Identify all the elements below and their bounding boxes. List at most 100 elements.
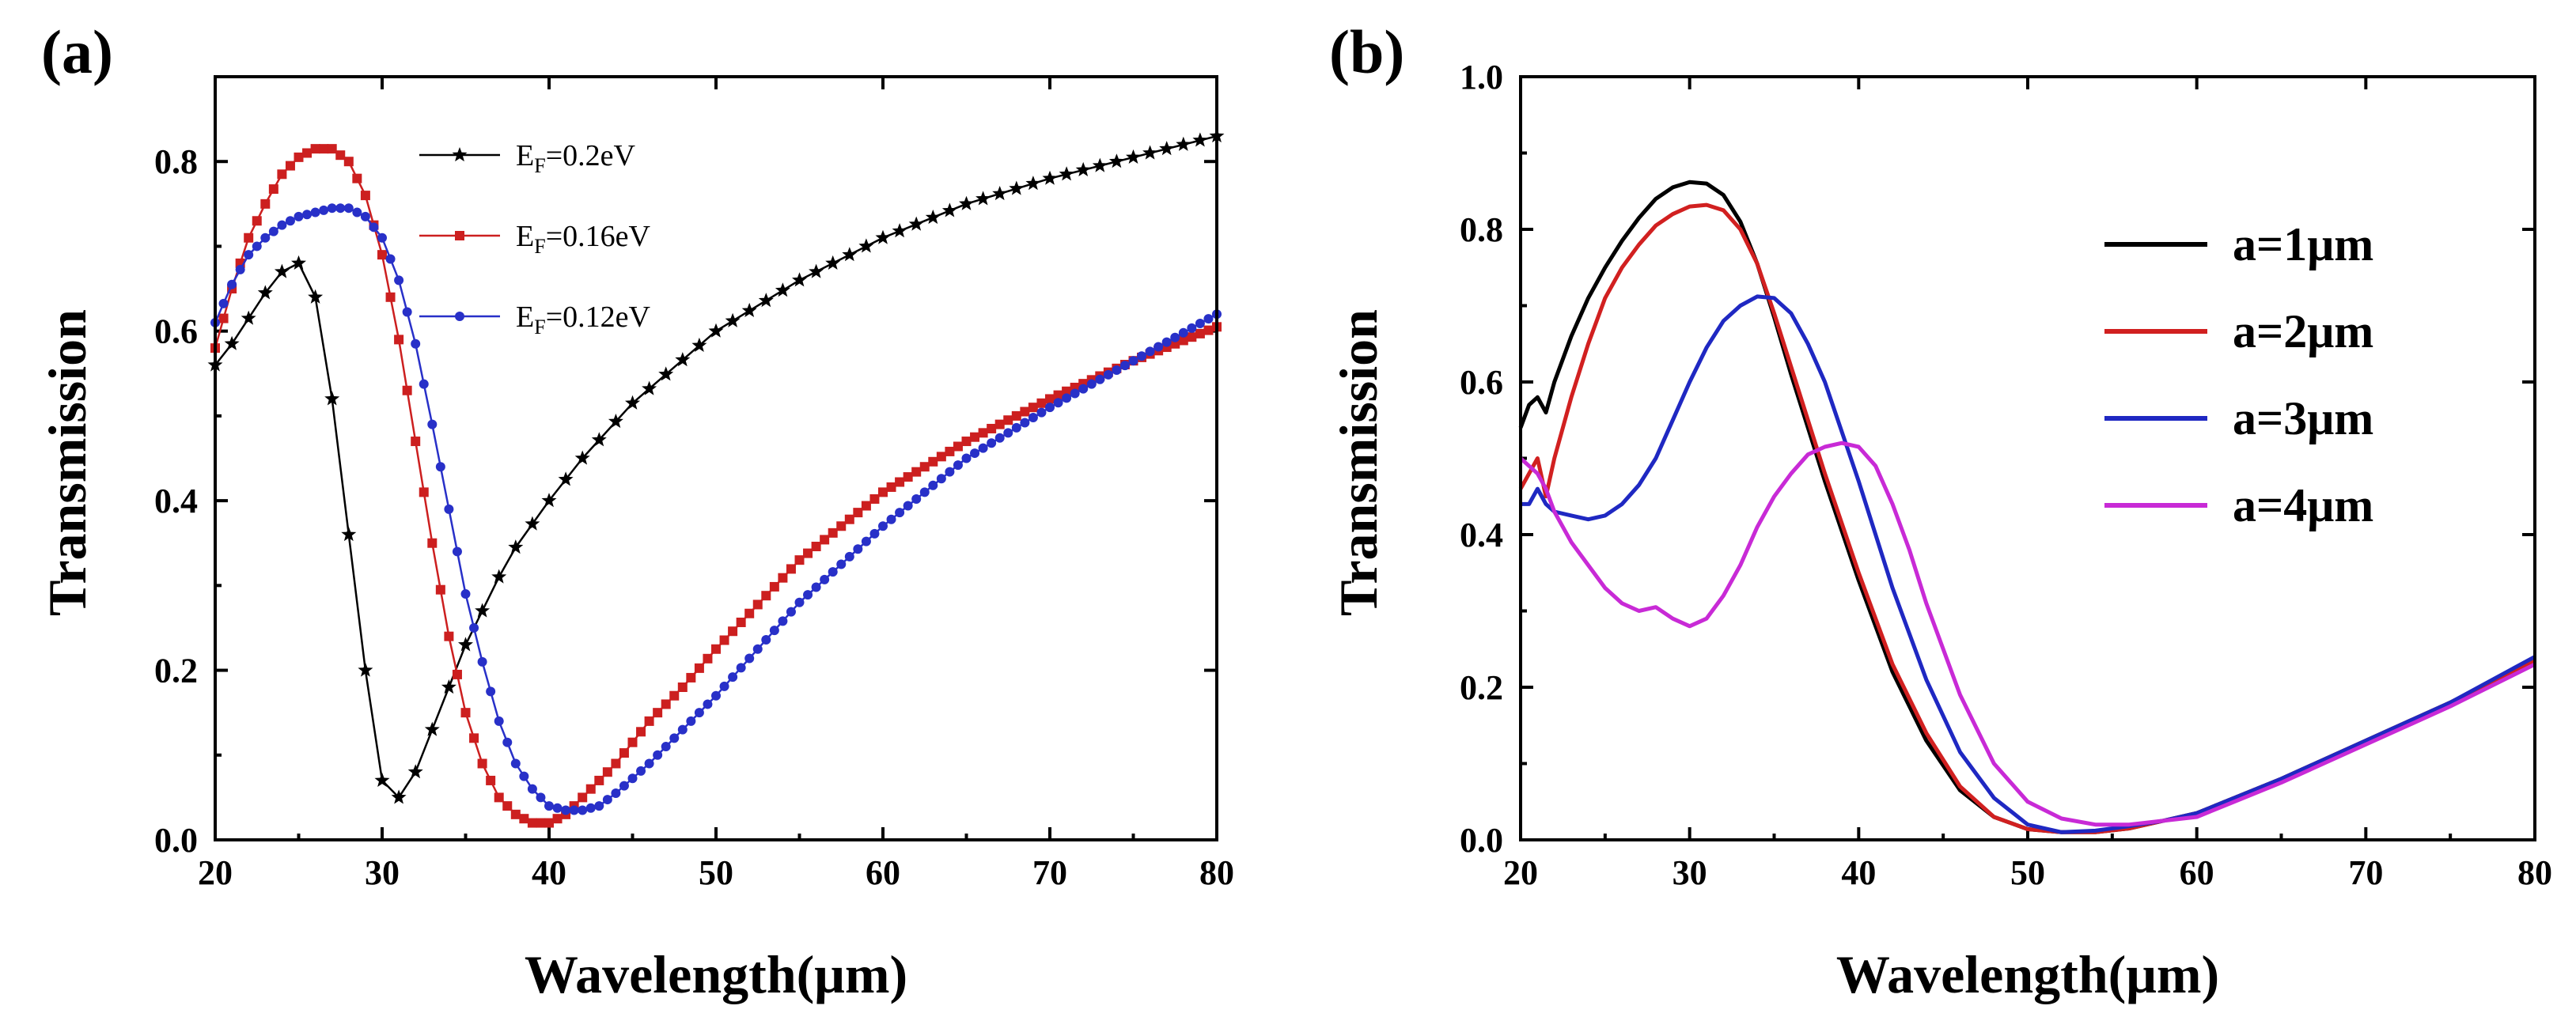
p0-series-2-point xyxy=(836,559,847,569)
p0-series-2-point xyxy=(469,622,479,633)
p0-series-2-point xyxy=(828,567,838,577)
p0-series-2-point xyxy=(569,805,579,815)
p0-series-2-point xyxy=(853,544,863,554)
p0-series-0-point xyxy=(391,789,407,804)
p0-series-2-point xyxy=(970,448,980,459)
p0-series-2-point xyxy=(769,626,779,636)
p0-series-0-point xyxy=(842,247,858,262)
p0-series-2-point xyxy=(994,433,1005,443)
legend-a-label-2: EF=0.12eV xyxy=(516,301,650,338)
p0-series-0-point xyxy=(925,210,941,225)
p0-series-2-point xyxy=(360,211,370,221)
panel-b-ticks: 20 30 40 50 60 70 80 0.0 0.2 0.4 0.6 0.8 1.0 xyxy=(1460,58,2552,892)
p0-series-1-point xyxy=(987,423,997,433)
p0-series-2-point xyxy=(235,264,245,274)
p0-series-2-point xyxy=(703,699,713,709)
p0-series-2-point xyxy=(510,758,521,769)
p0-series-0-point xyxy=(1142,145,1158,160)
p0-series-2-point xyxy=(936,474,946,484)
p0-series-0-point xyxy=(574,450,590,465)
p0-series-2-point xyxy=(1095,374,1105,384)
p0-series-2-point xyxy=(978,443,988,453)
p0-series-2-point xyxy=(335,203,346,214)
p0-series-1-line xyxy=(214,147,1218,824)
p0-series-1-point xyxy=(669,690,680,701)
p0-series-2-point xyxy=(268,226,278,236)
p0-series-2-point xyxy=(1003,428,1013,438)
p0-series-2-point xyxy=(227,279,237,289)
p0-series-1-point xyxy=(677,682,688,692)
p0-series-1-point xyxy=(460,708,471,718)
p0-series-0-point xyxy=(1176,136,1191,151)
p0-series-2-point xyxy=(803,590,813,600)
p0-series-0-point xyxy=(308,289,324,304)
p0-y-tick-label: 0.2 xyxy=(154,652,198,690)
p0-series-2-point xyxy=(1119,361,1130,371)
p0-series-2-point xyxy=(1195,319,1205,329)
panel-label-a: (a) xyxy=(41,17,113,86)
p0-series-2-point xyxy=(778,616,788,626)
p0-series-2-point xyxy=(1178,327,1188,338)
p0-series-1-point xyxy=(419,487,429,497)
p0-series-1-point xyxy=(360,191,370,201)
p0-y-tick-label: 0.6 xyxy=(154,312,198,351)
p0-series-2-point xyxy=(244,250,254,260)
p0-series-0-point xyxy=(658,366,674,381)
p0-series-1-point xyxy=(1045,394,1055,404)
p0-series-2-point xyxy=(310,207,320,217)
p0-series-1-point xyxy=(945,446,955,456)
p0-series-0-point xyxy=(1042,170,1058,185)
p0-series-1-point xyxy=(477,758,487,769)
p0-series-2-point xyxy=(886,514,896,524)
p0-series-2-point xyxy=(844,551,854,561)
p0-series-1-point xyxy=(244,233,254,243)
p0-series-1-point xyxy=(903,472,913,482)
p0-series-0-point xyxy=(725,312,741,327)
p0-series-2-point xyxy=(1020,418,1030,428)
p0-series-0-point xyxy=(241,310,256,325)
p0-series-2-point xyxy=(1112,365,1122,375)
p0-series-2-point xyxy=(1028,413,1038,423)
p0-x-tick-label: 50 xyxy=(699,853,733,892)
p0-series-0-point xyxy=(875,229,891,244)
p0-y-tick-label: 0.4 xyxy=(154,482,198,520)
p0-series-2-point xyxy=(544,801,554,811)
p0-series-1-point xyxy=(519,814,529,824)
panel-a-y-axis-title: Transmission xyxy=(37,309,97,616)
p0-series-1-point xyxy=(936,452,946,462)
panel-b-series xyxy=(1518,180,2536,834)
p1-y-tick-label: 0.4 xyxy=(1460,516,1503,554)
p0-series-0-point xyxy=(908,216,924,231)
p0-series-1-point xyxy=(911,467,922,477)
p0-series-2-point xyxy=(794,597,805,607)
p0-series-2-point xyxy=(653,750,663,760)
p0-series-2-point xyxy=(319,205,329,215)
p0-series-2-point xyxy=(561,805,571,815)
p0-series-2-point xyxy=(218,298,229,308)
p0-y-tick-label: 0.8 xyxy=(154,142,198,181)
p0-series-0-point xyxy=(992,186,1008,201)
p0-series-1-point xyxy=(252,216,262,226)
panel-b-legend: a=1μm a=2μm a=3μm a=4μm xyxy=(2104,218,2373,531)
p0-series-2-point xyxy=(343,203,354,214)
p0-series-2-point xyxy=(869,528,880,539)
p0-series-2-point xyxy=(594,801,604,811)
p0-series-2-point xyxy=(919,487,930,497)
p0-series-1-point xyxy=(861,501,871,511)
p0-series-2-point xyxy=(277,220,287,230)
p1-x-tick-label: 80 xyxy=(2517,853,2552,892)
p0-series-2-point xyxy=(728,672,738,682)
p0-series-0-point xyxy=(608,414,623,429)
p1-x-tick-label: 20 xyxy=(1503,853,1538,892)
p0-series-1-point xyxy=(653,708,663,718)
p0-series-2-point xyxy=(752,644,763,654)
p0-series-1-point xyxy=(1203,325,1214,335)
p0-series-1-point xyxy=(811,542,821,552)
p0-series-1-point xyxy=(978,428,988,438)
p0-series-0-point xyxy=(374,772,390,787)
p0-series-2-point xyxy=(1086,379,1097,389)
p0-series-2-point xyxy=(694,708,704,718)
p0-series-1-point xyxy=(869,493,880,504)
p0-series-2-point xyxy=(627,773,638,784)
p0-series-0-point xyxy=(858,238,874,253)
